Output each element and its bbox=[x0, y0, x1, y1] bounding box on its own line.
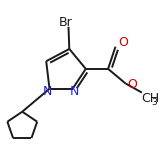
Text: 3: 3 bbox=[151, 98, 157, 107]
Text: O: O bbox=[127, 78, 137, 91]
Text: N: N bbox=[70, 85, 79, 97]
Text: N: N bbox=[43, 85, 52, 97]
Text: O: O bbox=[118, 36, 128, 49]
Text: CH: CH bbox=[141, 92, 159, 105]
Text: Br: Br bbox=[59, 17, 73, 29]
